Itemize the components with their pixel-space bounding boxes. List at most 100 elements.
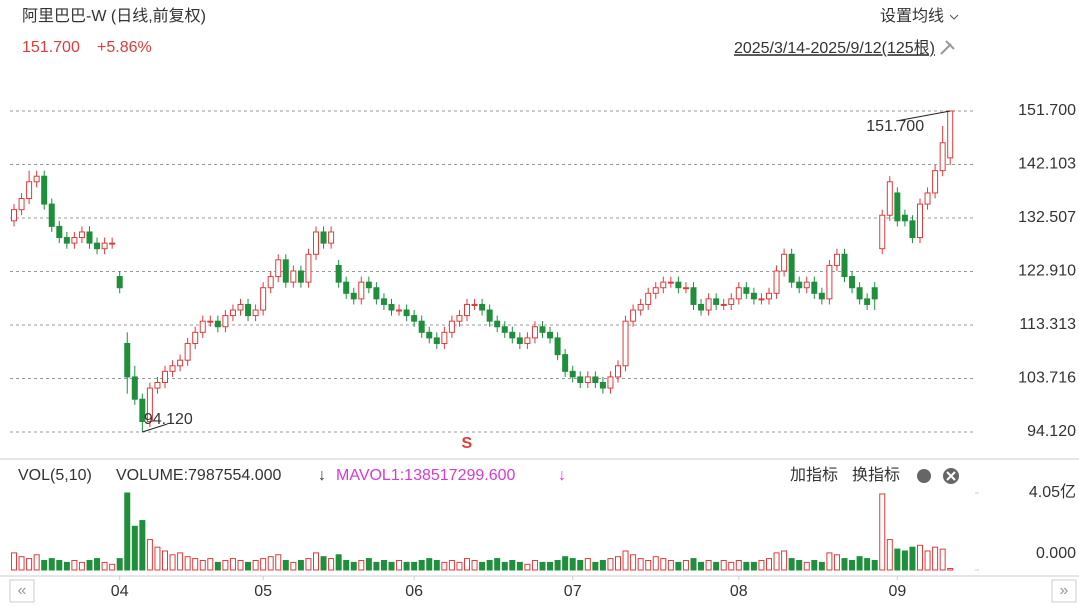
volume-bar	[547, 561, 554, 571]
volume-bar	[788, 558, 795, 571]
volume-bar	[531, 559, 538, 571]
y-tick-label: 103.716	[1018, 370, 1076, 387]
candle-body	[441, 331, 448, 344]
scroll-left-icon[interactable]: «	[18, 582, 27, 599]
volume-bar	[18, 556, 25, 571]
settings-icon[interactable]	[917, 469, 931, 483]
candle-body	[358, 281, 365, 300]
volume-bar	[373, 561, 380, 571]
dropdown-icon[interactable]	[949, 14, 959, 20]
candle-body	[486, 309, 493, 322]
volume-bar	[728, 561, 735, 571]
candle-body	[297, 270, 304, 283]
candle-body	[547, 331, 554, 339]
volume-bar	[705, 559, 712, 571]
volume-bar	[947, 567, 954, 571]
volume-bar	[539, 561, 546, 571]
candle-body	[713, 298, 720, 305]
candle-body	[562, 354, 569, 372]
candle-body	[788, 253, 795, 283]
candle-body	[569, 370, 576, 378]
candle-body	[849, 276, 856, 289]
candle-body	[267, 276, 274, 289]
x-tick-label: 08	[730, 583, 748, 600]
volume-bar	[818, 561, 825, 571]
volume-bar	[494, 558, 501, 571]
candle-body	[456, 315, 463, 322]
candle-body	[305, 253, 312, 283]
volume-bar	[343, 559, 350, 571]
candle-body	[162, 370, 168, 383]
candle-body	[109, 242, 116, 245]
volume-bar	[154, 546, 161, 571]
volume-bar	[388, 561, 395, 571]
y-tick-label: 122.910	[1018, 263, 1076, 280]
candle-body	[207, 320, 214, 323]
candle-body	[592, 376, 599, 383]
candle-body	[615, 365, 621, 378]
volume-bar	[509, 559, 516, 571]
candle-body	[622, 320, 629, 367]
volume-bar	[139, 520, 146, 571]
candle-body	[766, 292, 772, 300]
volume-bar	[11, 552, 17, 571]
volume-bar	[275, 554, 282, 571]
candle-body	[856, 287, 863, 300]
volume-bar	[924, 550, 931, 571]
volume-bar	[48, 558, 55, 571]
candle-body	[607, 376, 614, 389]
volume-bar	[667, 559, 674, 571]
volume-bar	[803, 561, 810, 571]
volume-bar	[826, 552, 833, 571]
volume-bar	[939, 548, 946, 571]
scroll-right[interactable]	[1051, 579, 1077, 603]
scroll-left[interactable]	[9, 579, 35, 603]
candle-body	[577, 376, 584, 383]
pin-icon[interactable]	[940, 40, 955, 55]
volume-bar	[894, 548, 901, 571]
candle-body	[86, 231, 93, 244]
volume-bar	[766, 558, 772, 571]
candle-body	[328, 231, 335, 244]
volume-bar	[682, 559, 689, 571]
range-label[interactable]: 2025/3/14-2025/9/12(125根)	[734, 39, 935, 57]
candle-body	[735, 287, 742, 300]
candle-body	[214, 320, 221, 328]
volume-bar	[599, 559, 606, 571]
scroll-right-icon[interactable]: »	[1060, 582, 1069, 599]
candle-body	[139, 398, 146, 423]
candle-body	[41, 175, 48, 205]
volume-bar	[486, 559, 493, 571]
volume-bar	[177, 552, 184, 571]
volume-bar	[78, 561, 85, 571]
close-x[interactable]	[946, 471, 956, 481]
candle-body	[388, 303, 395, 311]
candle-body	[464, 303, 470, 317]
volume-bar	[720, 559, 727, 571]
candle-body	[396, 309, 403, 312]
candle-body	[667, 281, 674, 284]
candle-body	[343, 281, 350, 294]
candle-body	[350, 292, 357, 300]
switch-indicator[interactable]: 换指标	[852, 466, 900, 484]
volume-bar	[252, 559, 259, 571]
volume-bar	[524, 563, 531, 571]
candle-body	[229, 309, 236, 317]
volume-bar	[109, 563, 116, 571]
volume-bar	[917, 544, 923, 571]
annotation-arrow	[142, 423, 168, 433]
add-indicator[interactable]: 加指标	[790, 466, 838, 484]
candle-body	[690, 287, 697, 305]
volume-bar	[313, 552, 319, 571]
volume-bar	[773, 552, 780, 571]
volume-bar	[456, 561, 463, 571]
ma-setting[interactable]: 设置均线	[880, 7, 944, 25]
candle-body	[743, 287, 750, 294]
volume-bar	[26, 558, 33, 571]
volume-bar	[207, 558, 214, 571]
volume-bar	[637, 558, 644, 571]
volume-bar	[290, 561, 297, 571]
volume-bar	[864, 558, 871, 571]
candle-body	[796, 281, 803, 289]
